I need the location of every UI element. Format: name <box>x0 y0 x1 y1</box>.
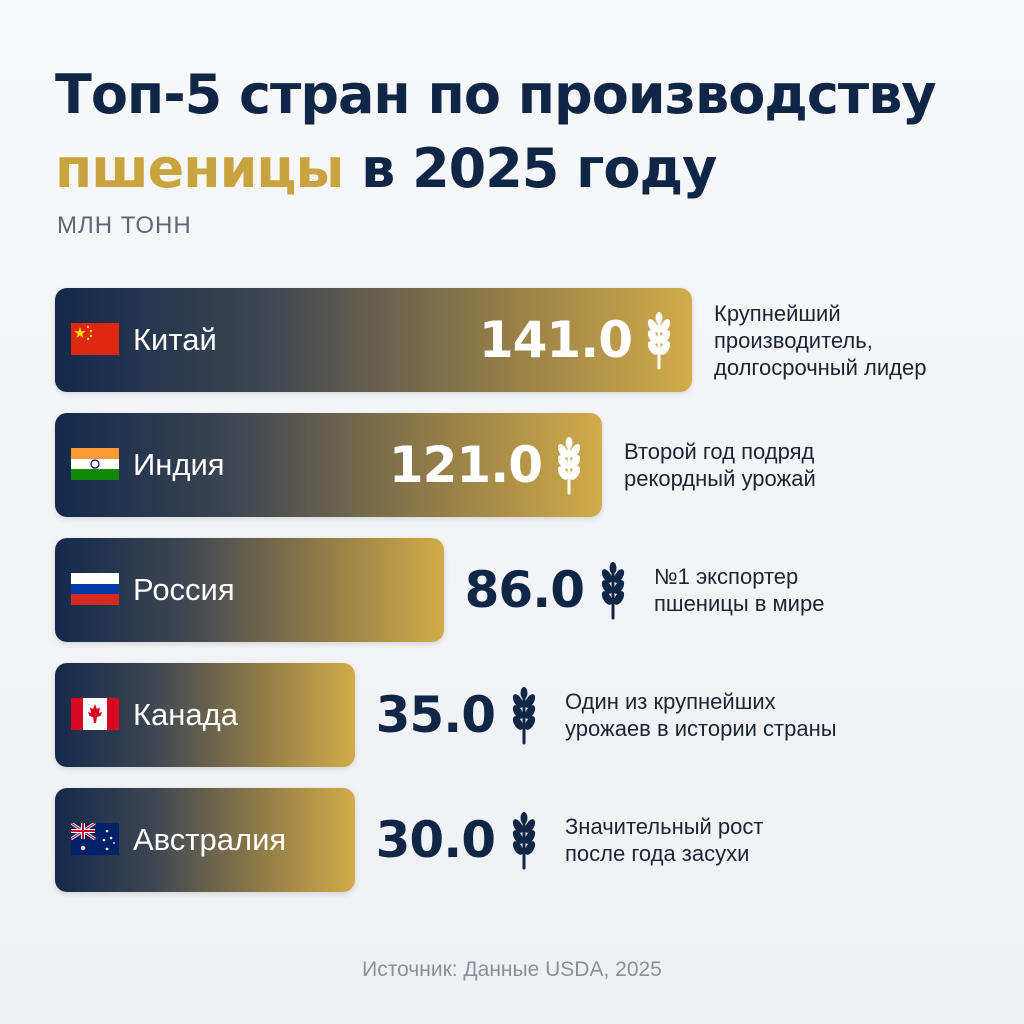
wheat-icon <box>554 435 584 495</box>
wheat-icon <box>598 560 628 620</box>
wheat-icon <box>644 310 674 370</box>
category-label: Китай <box>133 322 217 357</box>
bar: Австралия <box>55 788 355 892</box>
data-label: 30.0 <box>375 811 496 869</box>
china-flag-icon <box>71 323 119 355</box>
annotation: Крупнейший производитель, долгосрочный л… <box>714 300 927 380</box>
annotation: Один из крупнейших урожаев в истории стр… <box>565 689 837 741</box>
data-label: 121.0 <box>388 436 543 494</box>
title-line2: в 2025 году <box>343 137 717 200</box>
category-label: Россия <box>133 572 235 607</box>
bar: Индия <box>55 413 602 517</box>
data-label: 35.0 <box>375 686 496 744</box>
data-label: 141.0 <box>478 311 633 369</box>
title-line1: Топ-5 стран по производству <box>55 63 937 126</box>
annotation: №1 экспортер пшеницы в мире <box>654 564 825 616</box>
australia-flag-icon <box>70 821 119 855</box>
canada-flag-icon <box>71 698 119 730</box>
bar: Россия <box>55 538 444 642</box>
unit-label: МЛН ТОНН <box>57 212 192 239</box>
data-label: 86.0 <box>464 561 585 619</box>
wheat-icon <box>509 685 539 745</box>
bar: Канада <box>55 663 355 767</box>
title-highlight: пшеницы <box>55 137 344 200</box>
category-label: Австралия <box>133 822 287 857</box>
category-label: Канада <box>133 697 238 732</box>
bar: Китай <box>55 288 692 392</box>
category-label: Индия <box>133 447 225 482</box>
annotation: Значительный рост после года засухи <box>565 814 764 866</box>
russia-flag-icon <box>71 573 119 605</box>
source-note: Источник: Данные USDA, 2025 <box>362 958 662 981</box>
wheat-icon <box>509 810 539 870</box>
annotation: Второй год подряд рекордный урожай <box>624 439 816 491</box>
india-flag-icon <box>71 448 119 480</box>
chart-title: Топ-5 стран по производству пшеницы в 20… <box>55 58 995 206</box>
